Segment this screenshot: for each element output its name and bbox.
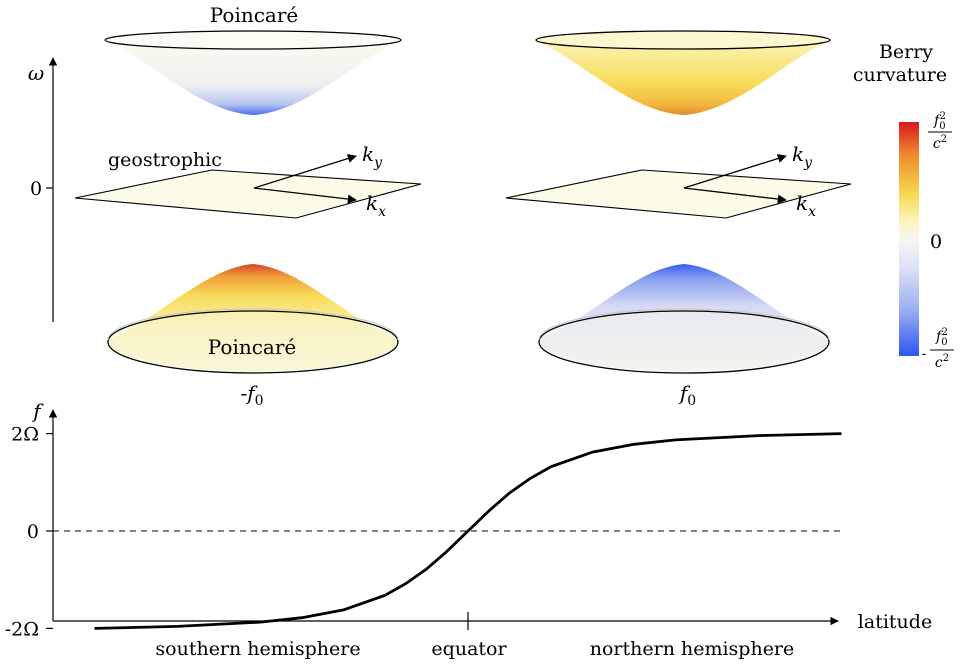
svg-text:f02: f02 bbox=[933, 111, 946, 132]
colorbar-min-label: - f02 c2 bbox=[922, 327, 954, 371]
right-lower-rim bbox=[539, 311, 829, 373]
omega-axis: ω 0 bbox=[28, 58, 53, 322]
svg-text:c2: c2 bbox=[935, 353, 949, 371]
y-tick-label: 0 bbox=[27, 521, 39, 543]
colorbar-title-line2: curvature bbox=[853, 64, 947, 86]
left-f-label: -f0 bbox=[240, 381, 263, 409]
equator-label: equator bbox=[431, 638, 507, 660]
left-kx-label: kx bbox=[366, 191, 386, 220]
svg-text:f02: f02 bbox=[935, 327, 948, 348]
left-middle-band-label: geostrophic bbox=[108, 149, 222, 171]
coriolis-latitude-chart: f latitude 2Ω 0 -2Ω southern hemisphere eq… bbox=[5, 399, 932, 660]
svg-text:-: - bbox=[922, 346, 927, 362]
right-dispersion-cones: ky kx f0 bbox=[506, 31, 851, 409]
chart-x-label: latitude bbox=[858, 611, 932, 633]
colorbar-gradient bbox=[899, 122, 919, 356]
omega-axis-label: ω bbox=[28, 61, 44, 85]
colorbar-mid-label: 0 bbox=[930, 231, 942, 253]
chart-y-label: f bbox=[31, 399, 44, 423]
berry-curvature-colorbar: Berry curvature f02 c2 0 - f02 c2 bbox=[853, 41, 954, 371]
colorbar-title-line1: Berry bbox=[879, 41, 933, 63]
left-upper-rim bbox=[105, 31, 401, 49]
y-tick-label: 2Ω bbox=[11, 424, 39, 446]
right-f-label: f0 bbox=[678, 381, 696, 409]
left-ky-label: ky bbox=[362, 142, 383, 171]
southern-hemisphere-label: southern hemisphere bbox=[155, 638, 360, 660]
svg-text:c2: c2 bbox=[933, 134, 947, 152]
colorbar-max-label: f02 c2 bbox=[928, 111, 952, 152]
left-upper-poincare-band bbox=[105, 40, 401, 115]
left-upper-band-label: Poincaré bbox=[210, 3, 299, 27]
left-lower-band-label: Poincaré bbox=[208, 335, 297, 359]
northern-hemisphere-label: northern hemisphere bbox=[590, 638, 795, 660]
left-dispersion-cones: Poincaré geostrophic ky kx Poincaré -f0 bbox=[75, 3, 421, 409]
right-kx-label: kx bbox=[796, 191, 816, 220]
right-ky-label: ky bbox=[792, 142, 813, 171]
right-upper-rim bbox=[536, 31, 830, 49]
chart-y-ticks: 2Ω 0 -2Ω bbox=[5, 424, 53, 641]
y-tick-label: -2Ω bbox=[5, 618, 39, 640]
right-upper-poincare-band bbox=[536, 40, 830, 115]
omega-zero-tick-label: 0 bbox=[30, 178, 42, 200]
